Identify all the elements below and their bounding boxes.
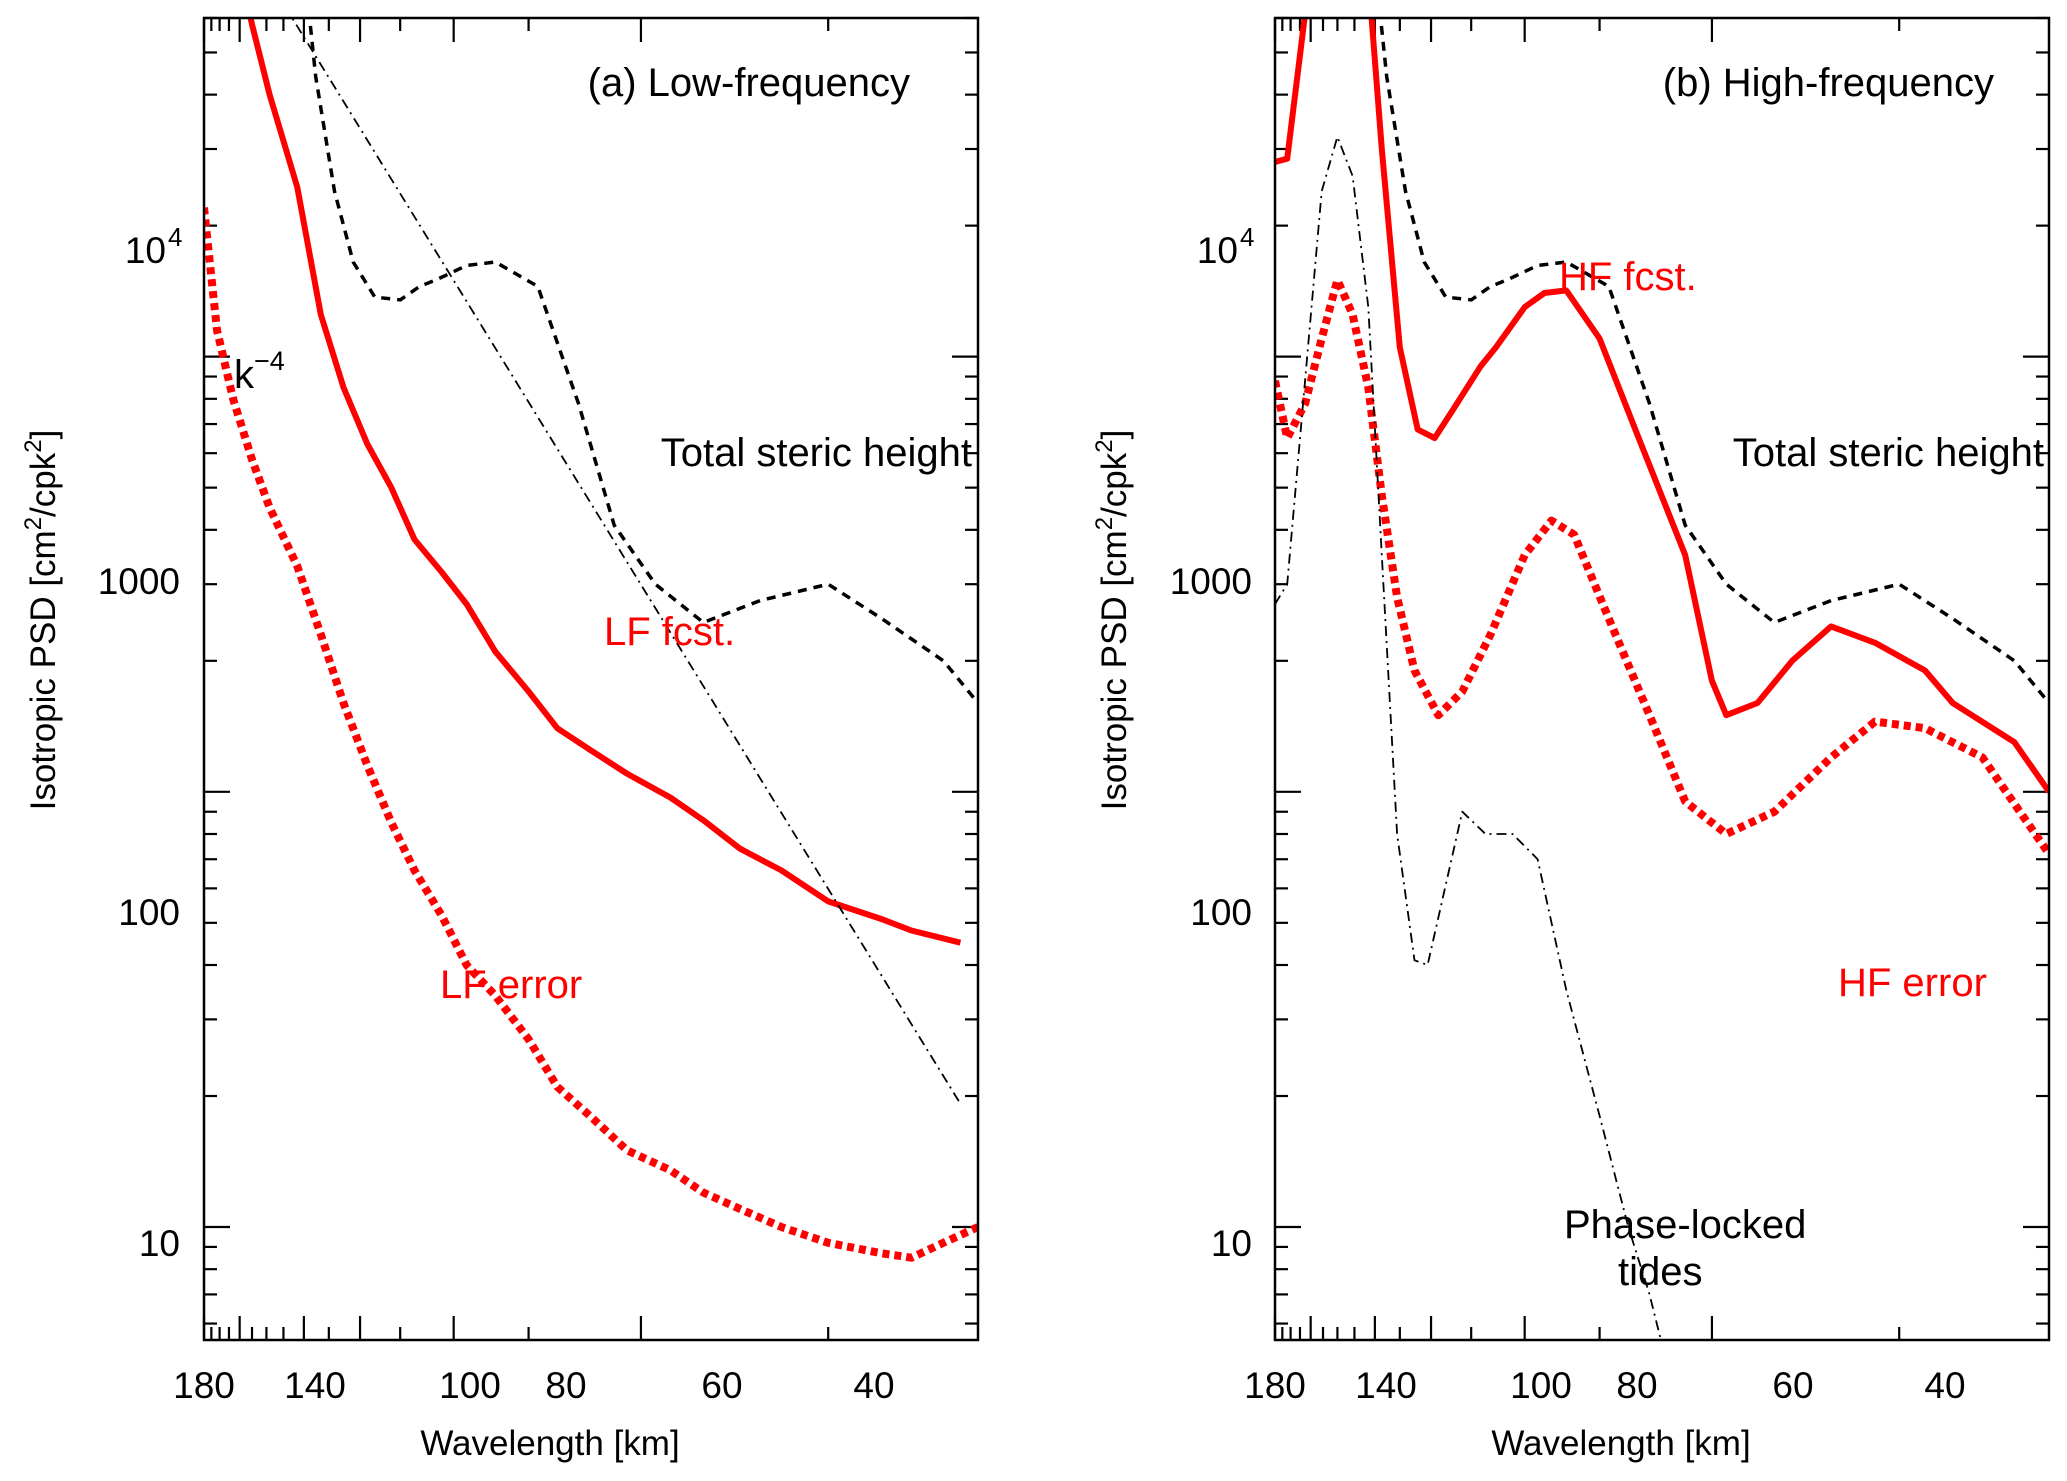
ytick-label-exponent: 4 <box>1240 222 1254 252</box>
ytick-label-100: 100 <box>1190 892 1252 933</box>
ytick-label-1000: 1000 <box>98 561 180 602</box>
xtick-label-80: 80 <box>545 1365 586 1406</box>
series-group-a <box>204 18 978 1262</box>
tick-labels-a: 180 140 100 80 60 40 10 100 1000 10 4 <box>98 222 895 1406</box>
xtick-label-60: 60 <box>701 1365 742 1406</box>
panel-high-frequency: 180 140 100 80 60 40 10 100 1000 10 4 Wa… <box>1091 16 2051 1463</box>
panel-low-frequency: 180 140 100 80 60 40 10 100 1000 10 4 Wa… <box>20 16 980 1463</box>
annotation-hf-fcst: HF fcst. <box>1559 255 1697 299</box>
xtick-label-100: 100 <box>1510 1365 1572 1406</box>
annotation-tides: tides <box>1618 1250 1703 1294</box>
xtick-label-140: 140 <box>1355 1365 1417 1406</box>
series-lf-error <box>204 207 978 1262</box>
xtick-label-40: 40 <box>1924 1365 1965 1406</box>
xtick-label-80: 80 <box>1616 1365 1657 1406</box>
annotation-phase-locked: Phase-locked <box>1564 1203 1806 1247</box>
axis-ticks-a <box>202 16 978 1340</box>
y-axis-title-b: Isotropic PSD [cm2/cpk2] <box>1091 430 1134 811</box>
x-axis-title-b: Wavelength [km] <box>1491 1424 1750 1463</box>
xtick-label-60: 60 <box>1772 1365 1813 1406</box>
axis-ticks-b <box>1273 16 2049 1340</box>
annotation-lf-error: LF error <box>440 963 582 1007</box>
series-phase-locked-tides <box>1275 135 1662 1340</box>
annotation-total-steric-b: Total steric height <box>1733 431 2044 475</box>
xtick-label-140: 140 <box>284 1365 346 1406</box>
ytick-label-10: 10 <box>139 1223 180 1264</box>
annotation-total-steric-a: Total steric height <box>661 431 972 475</box>
annotation-k-power: k−4 <box>234 346 285 397</box>
series-group-b <box>1275 18 2049 1340</box>
plot-frame-b <box>1273 16 2051 1342</box>
panel-title-b: (b) High-frequency <box>1663 61 1994 105</box>
annotation-lf-fcst: LF fcst. <box>604 610 735 654</box>
xtick-label-40: 40 <box>853 1365 894 1406</box>
tick-labels-b: 180 140 100 80 60 40 10 100 1000 10 4 <box>1170 222 1966 1406</box>
y-axis-title-a: Isotropic PSD [cm2/cpk2] <box>20 430 63 811</box>
panel-title-a: (a) Low-frequency <box>588 61 910 105</box>
xtick-label-100: 100 <box>439 1365 501 1406</box>
ytick-label-10000: 10 <box>1197 230 1238 271</box>
series-hf-fcst <box>1275 18 2049 794</box>
plot-frame-a <box>202 16 980 1342</box>
annotation-hf-error: HF error <box>1838 961 1987 1005</box>
ytick-label-exponent: 4 <box>168 222 182 252</box>
ytick-label-10000: 10 <box>125 230 166 271</box>
series-total-steric-height <box>1378 18 2049 705</box>
ytick-label-100: 100 <box>118 892 180 933</box>
ytick-label-10: 10 <box>1211 1223 1252 1264</box>
series-lf-fcst <box>247 18 962 946</box>
xtick-label-180: 180 <box>1244 1365 1306 1406</box>
ytick-label-1000: 1000 <box>1170 561 1252 602</box>
series-k <box>291 18 962 1105</box>
x-axis-title-a: Wavelength [km] <box>420 1424 679 1463</box>
xtick-label-180: 180 <box>173 1365 235 1406</box>
series-total-steric-height <box>307 18 978 705</box>
series-hf-error <box>1275 276 2049 857</box>
